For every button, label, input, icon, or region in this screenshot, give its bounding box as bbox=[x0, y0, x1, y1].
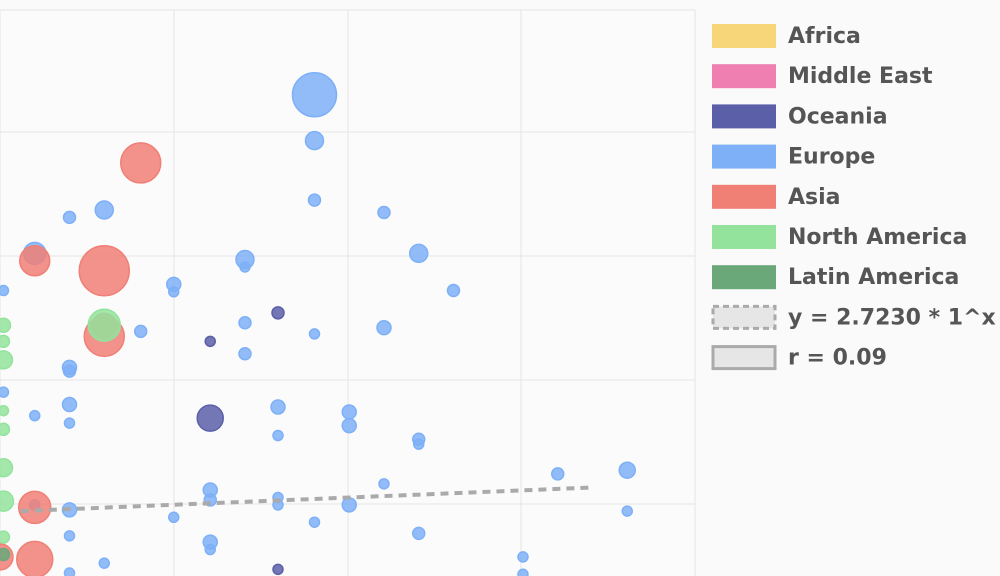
bubble bbox=[376, 319, 392, 336]
bubble bbox=[304, 130, 325, 151]
bubble bbox=[168, 511, 180, 524]
bubble bbox=[0, 317, 12, 333]
bubble bbox=[61, 396, 78, 413]
bubble bbox=[29, 409, 41, 422]
bubble bbox=[0, 530, 11, 544]
bubble bbox=[272, 563, 284, 576]
bubble bbox=[19, 245, 51, 277]
bubble bbox=[411, 526, 426, 541]
legend-label: r = 0.09 bbox=[788, 346, 887, 371]
legend-label: Oceania bbox=[788, 104, 888, 129]
bubble bbox=[272, 429, 284, 442]
bubble bbox=[0, 547, 11, 562]
bubble bbox=[0, 457, 14, 478]
bubble bbox=[0, 404, 10, 417]
bubble bbox=[0, 350, 14, 370]
legend-swatch bbox=[712, 64, 776, 89]
bubble bbox=[0, 284, 10, 297]
bubble bbox=[618, 461, 636, 479]
bubble bbox=[63, 530, 76, 542]
bubble bbox=[239, 261, 251, 273]
bubble bbox=[271, 306, 285, 320]
bubble bbox=[0, 334, 11, 349]
legend-label: Africa bbox=[788, 24, 861, 49]
trend-line bbox=[20, 485, 591, 514]
bubble bbox=[621, 505, 633, 517]
bubble bbox=[341, 497, 357, 513]
bubble bbox=[196, 404, 224, 432]
bubble bbox=[63, 567, 76, 576]
legend-label: Europe bbox=[788, 145, 875, 170]
bubble bbox=[0, 490, 15, 512]
bubble bbox=[168, 286, 180, 298]
bubble bbox=[133, 324, 148, 339]
legend-swatch bbox=[712, 104, 776, 129]
legend-label: y = 2.7230 * 1^x bbox=[788, 305, 996, 330]
bubble bbox=[308, 516, 321, 528]
bubble bbox=[517, 568, 529, 576]
bubble bbox=[98, 557, 110, 569]
bubble bbox=[308, 328, 321, 340]
bubble bbox=[0, 422, 11, 437]
legend-label: Middle East bbox=[788, 64, 933, 89]
legend-swatch bbox=[712, 225, 776, 249]
bubble bbox=[408, 243, 429, 264]
bubble bbox=[204, 543, 216, 556]
legend-swatch bbox=[712, 265, 776, 290]
legend-swatch bbox=[711, 345, 777, 371]
bubble bbox=[238, 346, 252, 361]
bubble bbox=[94, 200, 114, 220]
legend-label: Asia bbox=[788, 185, 841, 210]
bubble bbox=[270, 399, 286, 415]
bubble bbox=[341, 404, 357, 420]
bubble bbox=[0, 386, 10, 398]
legend-label: Latin America bbox=[788, 265, 959, 290]
bubble bbox=[238, 315, 252, 330]
legend-label: North America bbox=[788, 225, 967, 250]
bubble bbox=[307, 193, 322, 207]
bubble bbox=[204, 335, 216, 348]
legend: Africa Middle East Oceania Europe Asia North … bbox=[711, 24, 996, 371]
legend-swatch bbox=[712, 144, 776, 169]
bubble bbox=[62, 210, 77, 225]
bubble bbox=[377, 205, 391, 220]
marks bbox=[0, 71, 636, 576]
bubble bbox=[412, 438, 425, 450]
bubble bbox=[16, 540, 54, 576]
bubble bbox=[87, 308, 121, 342]
bubble bbox=[18, 490, 52, 525]
bubble bbox=[62, 364, 77, 378]
bubble bbox=[78, 244, 130, 297]
legend-swatch bbox=[712, 184, 776, 209]
bubble bbox=[446, 283, 461, 298]
bubble bbox=[119, 142, 162, 184]
bubble bbox=[291, 71, 338, 118]
legend-swatch bbox=[712, 24, 776, 48]
bubble bbox=[341, 417, 357, 434]
bubble bbox=[550, 467, 565, 481]
bubble bbox=[378, 478, 390, 490]
legend-swatch bbox=[711, 304, 777, 330]
bubble bbox=[517, 551, 529, 563]
bubble bbox=[63, 417, 76, 429]
